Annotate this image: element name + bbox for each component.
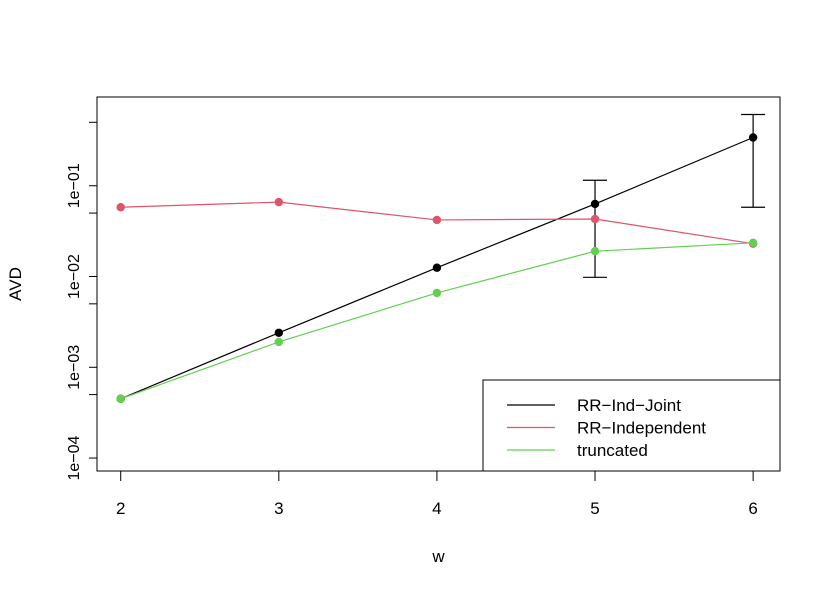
y-tick-label: 1e−01 [66, 163, 83, 208]
series-point-0 [432, 263, 442, 272]
x-tick-label: 5 [590, 499, 599, 518]
legend: RR−Ind−Joint RR−Independent truncated [482, 379, 781, 472]
x-tick-label: 3 [274, 499, 283, 518]
legend-label: truncated [577, 441, 648, 460]
y-tick-label: 1e−04 [66, 435, 83, 480]
x-tick-label: 2 [116, 499, 125, 518]
series-point-0 [590, 199, 600, 209]
x-tick-label: 6 [748, 499, 757, 518]
series-point-1 [590, 214, 600, 224]
plot-layer [116, 113, 766, 403]
y-tick-label: 1e−02 [66, 254, 83, 299]
legend-label: RR−Ind−Joint [577, 396, 681, 415]
legend-box [482, 379, 781, 472]
series-point-1 [274, 197, 284, 207]
y-tick-label: 1e−03 [66, 345, 83, 390]
legend-label: RR−Independent [577, 419, 706, 438]
y-axis-label: AVD [6, 267, 25, 301]
series-point-1 [116, 203, 125, 212]
series-point-2 [432, 288, 442, 298]
x-axis-label: w [431, 547, 445, 566]
series-point-2 [590, 247, 600, 256]
series-point-2 [116, 394, 125, 403]
series-point-2 [748, 238, 758, 248]
series-point-1 [432, 215, 442, 225]
plot-frame [96, 96, 781, 472]
x-tick-label: 4 [432, 499, 441, 518]
series-point-0 [748, 133, 758, 142]
series-point-0 [274, 328, 284, 337]
series-point-2 [274, 337, 284, 347]
